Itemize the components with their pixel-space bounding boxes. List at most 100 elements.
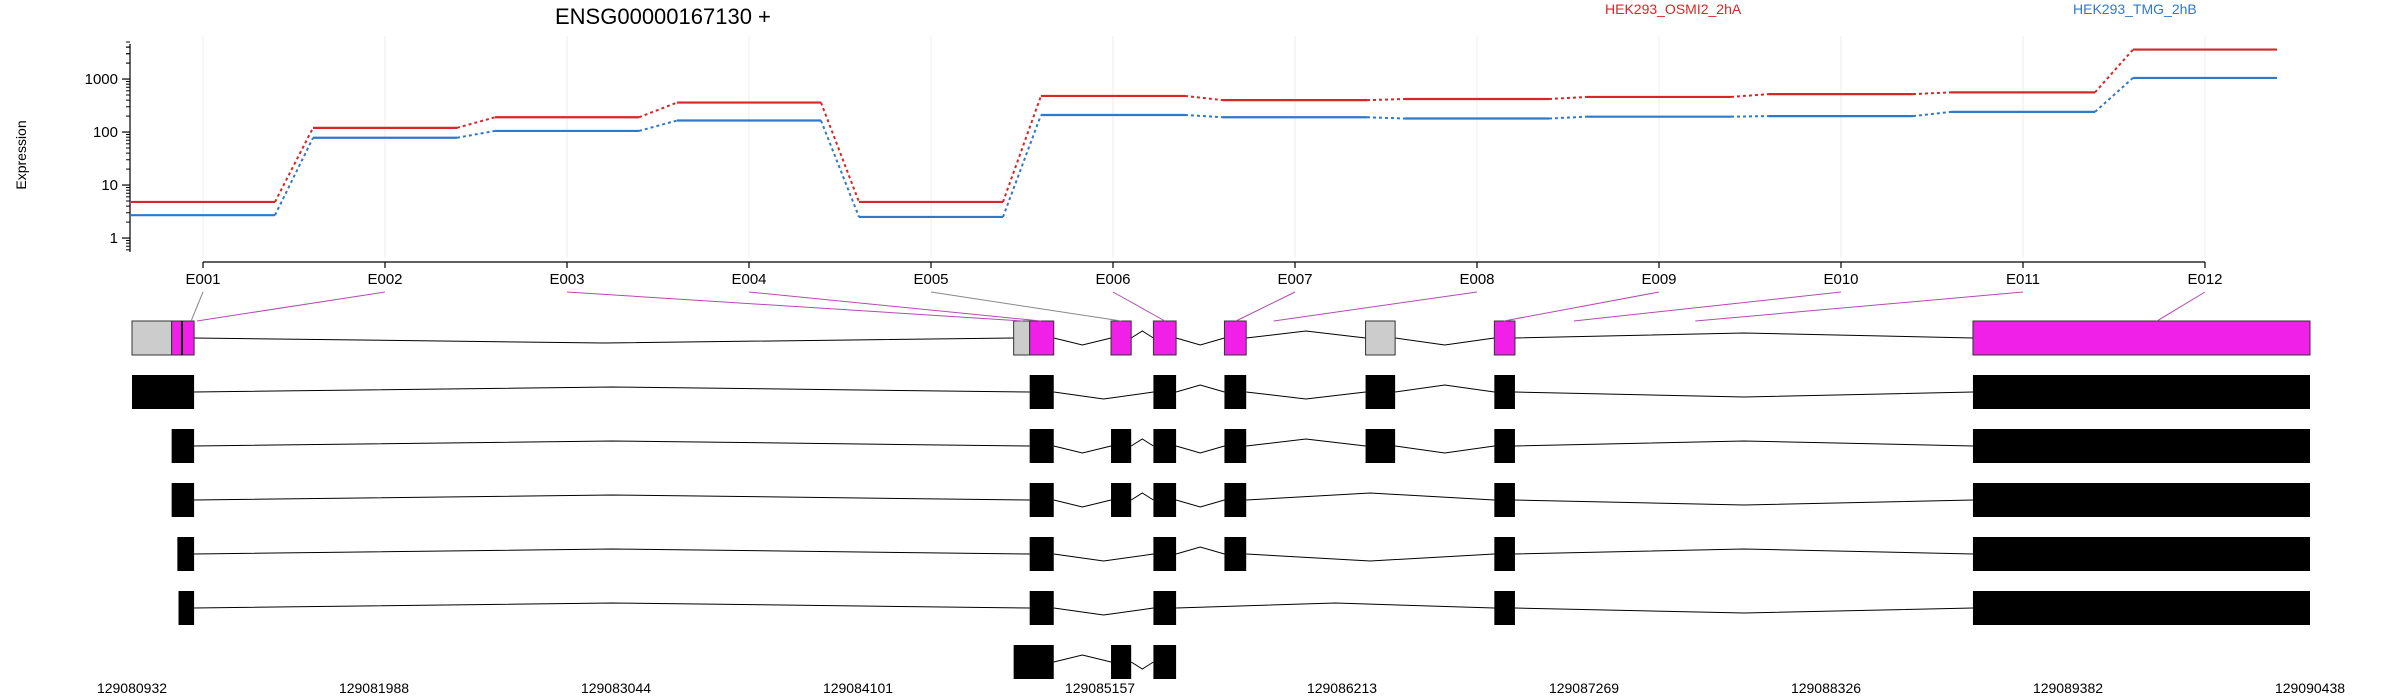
transcript-exon [1029,483,1054,517]
intron-line [1176,602,1495,609]
transcript-exon [1972,591,2310,625]
intron-line [1175,337,1225,346]
intron-line [1053,337,1112,346]
coordinate-label: 129081988 [339,680,409,696]
transcript-exon [1029,591,1054,625]
transcript-exon [1153,483,1177,517]
intron-line [1395,384,1495,393]
x-tick-label: E012 [2187,271,2222,288]
coordinate-label: 129089382 [2033,680,2103,696]
intron-line [1175,445,1225,454]
series-connector [1912,110,1952,118]
series-connector [1366,98,1406,102]
series-connector [1002,114,1042,218]
transcript-track [1013,645,1177,679]
intron-line [1130,492,1154,501]
series-connector [1184,94,1224,102]
x-tick-label: E006 [1095,271,1130,288]
transcript-exon [1153,375,1177,409]
summary-exon-block [1365,320,1396,356]
intron-line [194,602,1030,609]
intron-line [1053,654,1112,663]
transcript-exon [1972,429,2310,463]
coordinate-label: 129085157 [1065,680,1135,696]
gene-model: 129080932 129081988 129083044 129084101 1290… [97,291,2345,696]
intron-line [1246,492,1495,501]
y-axis-label: Expression [13,120,29,189]
intron-line [1053,553,1154,562]
exon-connector-line [196,291,386,322]
intron-line [1053,445,1112,454]
intron-line [1053,607,1154,616]
intron-line [1246,391,1366,400]
transcript-exon [1224,375,1247,409]
intron-line [1246,438,1366,447]
intron-line [1514,332,1973,339]
x-tick-label: E003 [549,271,584,288]
transcript-exon [1224,483,1247,517]
transcript-track [132,375,2310,409]
coordinate-label: 129083044 [581,680,651,696]
intron-line [1514,607,1973,614]
series-connector [2094,48,2134,94]
series-connector [456,116,496,129]
series-connector [1730,93,1770,98]
series-2 [131,76,2277,219]
intron-line [1514,440,1973,447]
intron-line [1053,391,1154,400]
transcript-exon [1972,537,2310,571]
series-connector [1912,91,1952,96]
intron-line [194,337,1014,344]
intron-line [194,386,1030,393]
exon-connector-line [1112,291,1166,322]
y-tick-label: 1000 [85,71,118,88]
intron-line [1514,391,1973,398]
intron-line [194,440,1030,447]
intron-line [1246,553,1495,562]
transcript-track [177,537,2310,571]
x-tick-label: E004 [731,271,766,288]
series-lines [131,48,2277,219]
x-tick-label: E001 [185,271,220,288]
intron-line [1175,499,1225,508]
transcript-exon [1029,375,1054,409]
series-1 [131,48,2277,204]
transcript-exon [171,429,195,463]
series-connector [1548,95,1588,101]
transcript-exon [1494,429,1515,463]
intron-line [194,548,1030,555]
axes: 1 10 100 1000 E001 E002 E003 E004 E005 E006 E007 E0… [85,41,2223,288]
transcript-exon [1153,537,1177,571]
exon-connectors [190,291,2206,322]
transcript-exon [1111,645,1132,679]
exon-connector-line [1573,291,1842,322]
transcript-exon [1224,429,1247,463]
intron-line [1053,499,1112,508]
coordinate-label: 129087269 [1549,680,1619,696]
coordinate-label: 129088326 [1791,680,1861,696]
transcript-exon [1972,483,2310,517]
exon-connector-line [1273,291,1478,322]
transcript-exon [1111,483,1132,517]
series-connector [456,129,496,139]
intron-line [1130,661,1154,670]
transcript-exon [1365,375,1396,409]
coordinate-label: 129080932 [97,680,167,696]
series-connector [820,102,860,203]
x-tick-label: E005 [913,271,948,288]
summary-exon-block [1493,320,1516,356]
series-connector [274,127,314,203]
exon-connector-line [1695,291,2024,322]
transcript-track [171,429,2310,463]
summary-exon-block [1029,320,1055,356]
transcript-exon [1494,375,1515,409]
transcript-exon [1224,537,1247,571]
series-connector [274,137,314,216]
transcript-track [171,483,2310,517]
exon-connector-line [2156,291,2206,322]
intron-line [1130,438,1154,447]
exon-connector-line [930,291,1122,322]
transcript-exon [1494,537,1515,571]
y-tick-label: 1 [110,230,118,247]
transcript-exon [178,591,195,625]
